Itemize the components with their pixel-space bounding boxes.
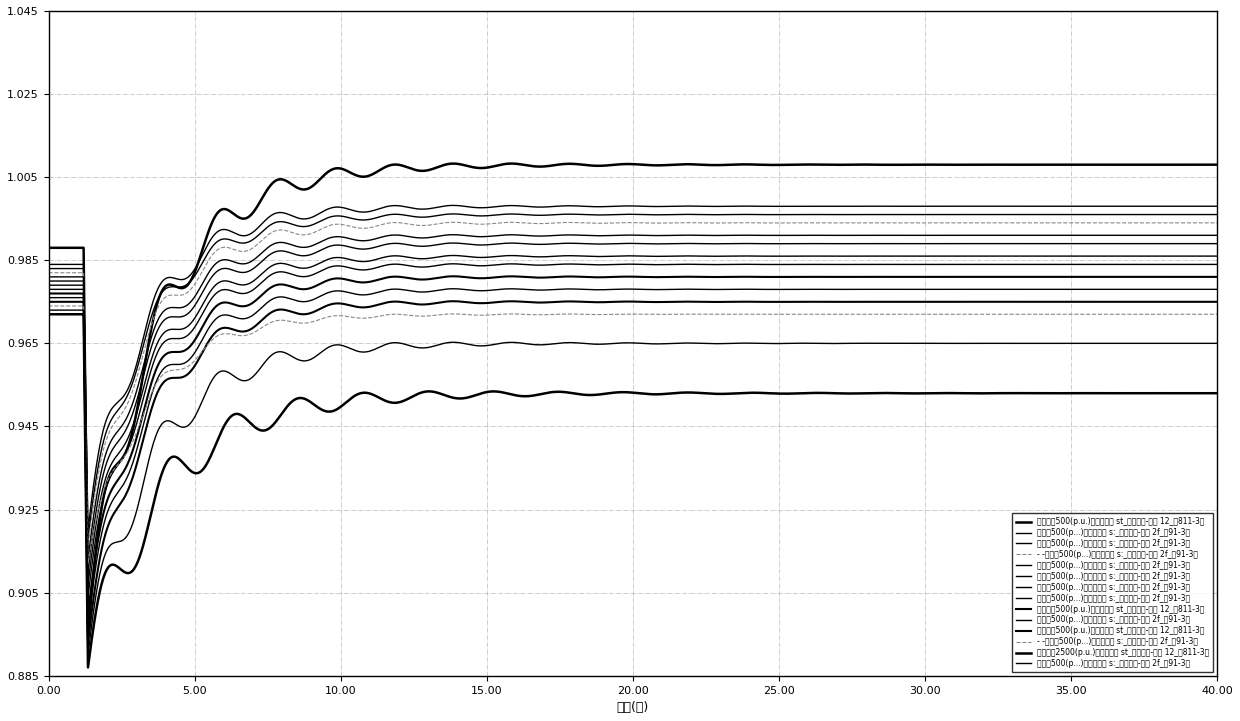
X-axis label: 时间(秒): 时间(秒): [616, 701, 649, 714]
Legend: 湘长阴诺500(p.u.)（母线电压 st_双极闭锁-心部 12_高811-3）, 湘星城500(p...)（母线电压 s:_双极闭锁-记部 2f_高91-3）: 湘长阴诺500(p.u.)（母线电压 st_双极闭锁-心部 12_高811-3）…: [1012, 513, 1214, 672]
